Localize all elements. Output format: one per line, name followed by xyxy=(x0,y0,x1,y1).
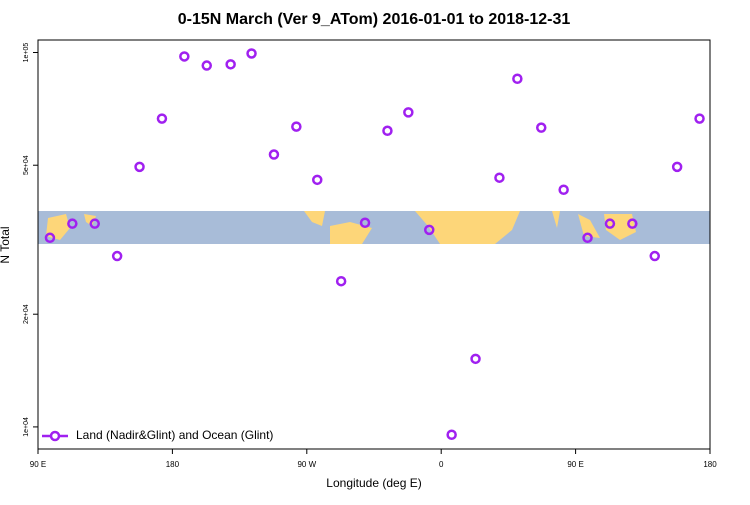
point xyxy=(134,161,145,173)
point xyxy=(512,73,523,84)
point xyxy=(225,59,236,70)
point xyxy=(382,125,393,137)
y-tick-label: 5e+04 xyxy=(23,155,30,175)
legend-marker xyxy=(49,430,61,442)
point xyxy=(156,113,168,124)
y-tick-label: 2e+04 xyxy=(23,304,30,324)
x-tick-label: 90 E xyxy=(30,460,46,469)
point xyxy=(89,218,100,229)
point xyxy=(111,250,123,262)
point xyxy=(67,218,78,229)
x-tick-label: 90 W xyxy=(297,460,316,469)
point xyxy=(558,184,569,195)
x-tick-label: 180 xyxy=(703,460,717,469)
point xyxy=(44,232,56,244)
point xyxy=(179,51,190,62)
point xyxy=(424,224,435,236)
point xyxy=(201,60,212,71)
plot-frame xyxy=(37,39,711,450)
point xyxy=(246,48,257,59)
point xyxy=(335,275,347,287)
map-strip xyxy=(38,211,710,244)
x-tick-label: 0 xyxy=(439,460,444,469)
y-axis-label: N Total xyxy=(0,226,12,263)
point xyxy=(694,113,705,124)
point xyxy=(268,149,280,160)
x-tick-label: 90 E xyxy=(567,460,583,469)
point xyxy=(536,122,547,133)
point xyxy=(359,217,371,229)
point xyxy=(627,218,638,229)
legend-label: Land (Nadir&Glint) and Ocean (Glint) xyxy=(76,428,273,442)
point xyxy=(494,172,505,183)
point xyxy=(604,218,616,229)
chart-title: 0-15N March (Ver 9_ATom) 2016-01-01 to 2… xyxy=(178,11,571,28)
point xyxy=(446,429,457,440)
x-axis-label: Longitude (deg E) xyxy=(326,476,421,490)
point xyxy=(649,250,660,262)
point xyxy=(291,121,302,132)
y-tick-label: 1e+04 xyxy=(23,417,30,437)
point xyxy=(470,353,481,365)
y-tick-label: 1e+05 xyxy=(23,43,30,63)
point xyxy=(582,232,593,244)
point xyxy=(312,174,323,186)
point xyxy=(671,161,683,173)
x-tick-label: 180 xyxy=(166,460,180,469)
point xyxy=(403,107,414,118)
